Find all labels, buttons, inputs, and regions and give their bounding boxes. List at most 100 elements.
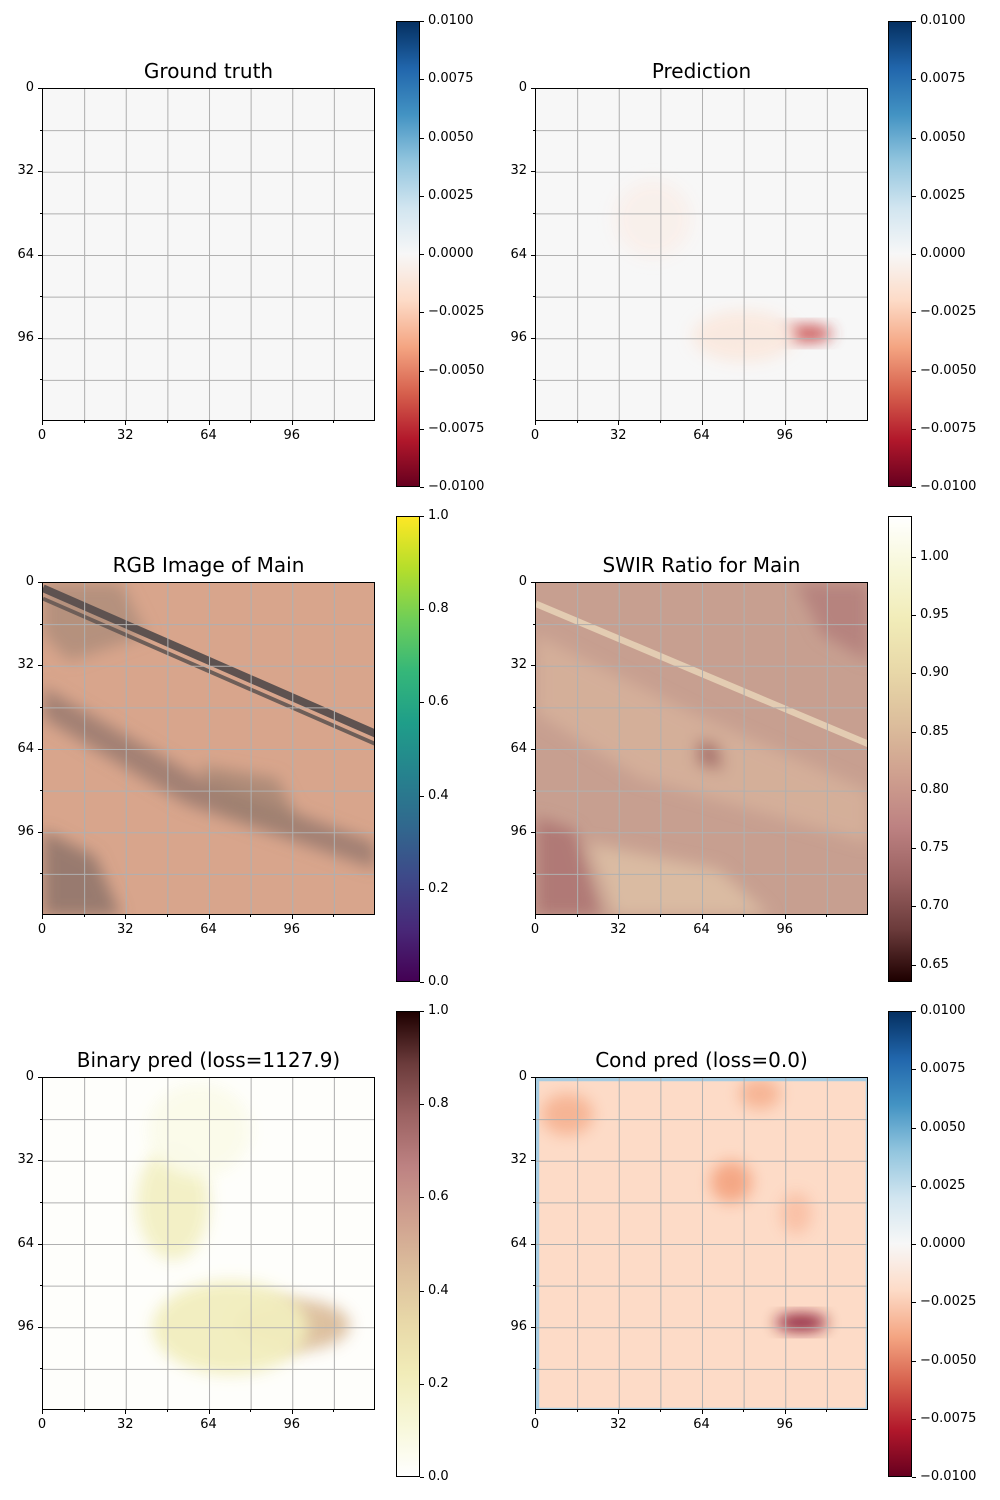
y-tick-mark bbox=[531, 171, 535, 173]
x-tick-label: 96 bbox=[283, 922, 301, 937]
y-tick-mark bbox=[533, 1201, 535, 1203]
heatmap-area bbox=[42, 582, 375, 915]
colorbar-tick-label: 0.2 bbox=[428, 880, 449, 896]
gridlines bbox=[536, 89, 867, 420]
y-tick-mark bbox=[531, 1160, 535, 1162]
y-tick-mark bbox=[531, 748, 535, 750]
x-tick-label: 96 bbox=[776, 1417, 794, 1432]
y-tick-mark bbox=[40, 623, 42, 625]
x-tick-mark bbox=[291, 1410, 293, 1414]
y-tick-mark bbox=[40, 1201, 42, 1203]
heatmap-area bbox=[42, 1077, 375, 1410]
x-tick-mark bbox=[291, 915, 293, 919]
colorbar-tick-mark bbox=[420, 609, 424, 611]
y-tick-mark bbox=[533, 212, 535, 214]
x-tick-mark bbox=[42, 421, 43, 425]
colorbar-tick-label: −0.0100 bbox=[920, 479, 977, 494]
colorbar-tick-mark bbox=[420, 888, 424, 890]
colorbar-tick-mark bbox=[912, 1477, 916, 1478]
y-tick-label: 0 bbox=[518, 1069, 527, 1084]
x-tick-mark bbox=[576, 1410, 578, 1412]
chart-title: Binary pred (loss=1127.9) bbox=[76, 1048, 341, 1072]
colorbar-tick-mark bbox=[912, 370, 916, 372]
y-tick-mark bbox=[38, 665, 42, 667]
y-tick-label: 32 bbox=[17, 163, 34, 179]
colorbar-tick-mark bbox=[912, 254, 916, 255]
colorbar-tick-label: −0.0025 bbox=[920, 1294, 977, 1310]
heatmap-area bbox=[535, 88, 868, 421]
gridlines bbox=[536, 1078, 867, 1409]
x-tick-label: 64 bbox=[693, 922, 710, 937]
x-tick-mark bbox=[826, 421, 828, 423]
colorbar-tick-label: 0.0075 bbox=[920, 71, 966, 87]
heatmap-svg bbox=[43, 1078, 374, 1409]
colorbar-tick-mark bbox=[912, 1185, 916, 1187]
heatmap-svg bbox=[536, 1078, 867, 1409]
colorbar-tick-label: 0.0075 bbox=[920, 1061, 966, 1077]
colorbar-tick-label: −0.0075 bbox=[428, 420, 485, 436]
colorbar-tick-label: −0.0100 bbox=[920, 1469, 977, 1484]
terrain-patch bbox=[43, 830, 121, 914]
y-tick-mark bbox=[40, 873, 42, 875]
y-tick-label: 64 bbox=[17, 246, 34, 262]
y-tick-mark bbox=[533, 296, 535, 298]
y-tick-mark bbox=[531, 1243, 535, 1245]
heatmap-background bbox=[43, 89, 374, 420]
x-tick-label: 32 bbox=[116, 922, 134, 937]
y-tick-mark bbox=[40, 379, 42, 381]
heatmap-blob bbox=[780, 1192, 812, 1235]
x-tick-mark bbox=[166, 1410, 168, 1412]
x-tick-mark bbox=[83, 421, 85, 423]
x-tick-mark bbox=[743, 1410, 745, 1412]
y-tick-mark bbox=[38, 171, 42, 173]
x-tick-label: 32 bbox=[609, 1417, 627, 1432]
x-tick-mark bbox=[291, 421, 293, 425]
colorbar-tick-mark bbox=[420, 312, 424, 314]
x-tick-mark bbox=[42, 915, 43, 919]
colorbar-tick-mark bbox=[912, 137, 916, 139]
colorbar-tick-label: 0.0075 bbox=[428, 71, 474, 87]
x-tick-mark bbox=[250, 915, 252, 917]
heatmap-background bbox=[536, 89, 867, 420]
colorbar-tick-mark bbox=[420, 795, 424, 797]
y-tick-mark bbox=[531, 1326, 535, 1328]
y-tick-mark bbox=[40, 706, 42, 708]
y-tick-label: 64 bbox=[510, 740, 527, 756]
chart-title: RGB Image of Main bbox=[112, 553, 305, 577]
colorbar-tick-mark bbox=[420, 1383, 424, 1385]
y-tick-mark bbox=[38, 1326, 42, 1328]
colorbar-tick-label: −0.0050 bbox=[920, 1352, 977, 1368]
colorbar-tick-label: 0.95 bbox=[920, 607, 949, 623]
gridlines bbox=[536, 583, 867, 914]
y-tick-label: 96 bbox=[510, 329, 527, 345]
y-tick-label: 96 bbox=[17, 329, 34, 345]
x-tick-mark bbox=[333, 915, 335, 917]
y-tick-mark bbox=[533, 129, 535, 131]
x-tick-label: 64 bbox=[200, 428, 217, 443]
colorbar-tick-label: 1.0 bbox=[428, 1003, 449, 1018]
colorbar-tick-label: 0.8 bbox=[428, 1096, 449, 1112]
x-tick-mark bbox=[208, 915, 210, 919]
y-tick-label: 0 bbox=[518, 574, 527, 589]
x-tick-mark bbox=[618, 421, 620, 425]
y-tick-label: 64 bbox=[510, 1235, 527, 1251]
gridlines bbox=[43, 583, 374, 914]
y-tick-mark bbox=[531, 337, 535, 339]
colorbar-tick-mark bbox=[912, 195, 916, 197]
y-tick-label: 0 bbox=[518, 80, 527, 95]
colorbar bbox=[396, 1011, 420, 1477]
colorbar-tick-mark bbox=[912, 673, 916, 675]
x-tick-mark bbox=[743, 915, 745, 917]
x-tick-mark bbox=[701, 915, 703, 919]
colorbar-tick-mark bbox=[420, 370, 424, 372]
chart-title: Cond pred (loss=0.0) bbox=[595, 1048, 808, 1072]
y-tick-label: 32 bbox=[510, 657, 527, 673]
colorbar-tick-mark bbox=[912, 312, 916, 314]
x-tick-mark bbox=[333, 421, 335, 423]
heatmap-svg bbox=[43, 89, 374, 420]
y-tick-label: 64 bbox=[17, 1235, 34, 1251]
colorbar-tick-mark bbox=[420, 1104, 424, 1106]
colorbar bbox=[396, 21, 420, 487]
x-tick-mark bbox=[784, 421, 786, 425]
x-tick-mark bbox=[701, 421, 703, 425]
